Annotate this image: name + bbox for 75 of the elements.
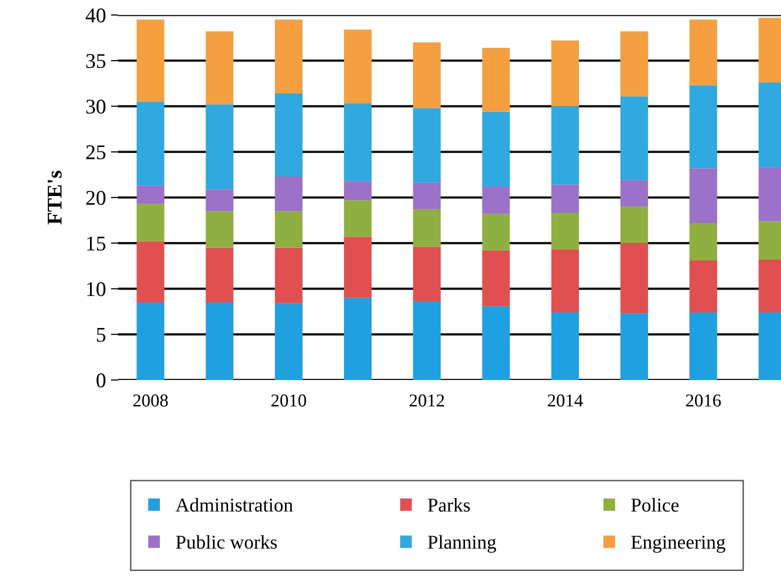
y-tick-label: 15	[87, 236, 106, 251]
bar	[690, 20, 718, 86]
x-tick-label: 2008	[133, 394, 168, 407]
bar	[413, 182, 441, 210]
bar	[620, 313, 648, 380]
bar	[344, 298, 372, 380]
bar	[620, 206, 648, 244]
bar	[690, 223, 718, 260]
y-tick-label: 0	[96, 373, 106, 388]
bar	[620, 180, 648, 207]
bar	[551, 106, 579, 185]
bar	[206, 104, 234, 190]
legend-label: Planning	[428, 535, 496, 553]
bar	[344, 104, 372, 182]
bar	[482, 112, 510, 187]
bar	[136, 241, 164, 302]
bar	[551, 312, 579, 380]
bar	[551, 40, 579, 106]
bar	[690, 312, 718, 380]
bar	[620, 243, 648, 314]
bar	[136, 204, 164, 242]
bar	[344, 30, 372, 104]
bar	[690, 168, 718, 224]
bar	[690, 85, 718, 168]
bar	[274, 303, 303, 380]
legend-label: Parks	[428, 498, 470, 512]
x-tick-label: 2016	[686, 394, 721, 407]
bar	[413, 209, 441, 247]
x-tick-label: 2012	[410, 394, 444, 407]
y-tick-label: 30	[86, 100, 106, 114]
bar	[690, 260, 718, 312]
bar	[482, 186, 510, 214]
bar	[206, 248, 234, 302]
bar	[344, 200, 372, 237]
bar	[620, 96, 648, 180]
legend-label: Administration	[176, 498, 293, 512]
bar	[551, 250, 579, 312]
bar	[136, 302, 164, 380]
bar	[136, 20, 164, 102]
y-tick-label: 35	[86, 54, 106, 68]
y-tick-label: 20	[86, 190, 106, 205]
bar	[482, 250, 510, 306]
bar	[274, 93, 303, 177]
y-tick-label: 25	[86, 145, 106, 160]
bar	[274, 20, 303, 94]
bar	[413, 42, 441, 108]
y-tick-label: 10	[87, 282, 106, 296]
bar	[344, 181, 372, 200]
bar	[136, 102, 164, 186]
bar	[413, 302, 441, 380]
bar	[274, 176, 303, 212]
bar	[274, 211, 303, 248]
bar	[551, 213, 579, 250]
bar	[344, 236, 372, 298]
bar	[620, 31, 648, 96]
bar	[206, 302, 234, 380]
y-axis-title: FTE's	[48, 170, 62, 224]
y-tick-label: 40	[86, 8, 106, 22]
legend-label: Police	[631, 498, 679, 512]
y-tick-label: 5	[96, 328, 106, 342]
bar	[413, 108, 441, 183]
bar	[206, 211, 234, 248]
bar	[136, 186, 164, 204]
bar	[482, 214, 510, 250]
bar	[551, 184, 579, 214]
legend-label: Public works	[176, 535, 277, 549]
bar	[413, 246, 441, 302]
bar	[206, 189, 234, 212]
bar	[482, 306, 510, 380]
bar	[482, 48, 510, 112]
bar	[206, 31, 234, 104]
bar	[274, 248, 303, 304]
x-tick-label: 2010	[271, 394, 306, 407]
legend-label: Engineering	[631, 536, 726, 553]
x-tick-label: 2014	[548, 394, 583, 407]
